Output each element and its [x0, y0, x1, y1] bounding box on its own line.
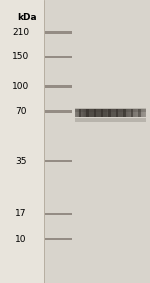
Bar: [79, 109, 81, 117]
Bar: [95, 109, 96, 117]
Bar: [98, 109, 99, 117]
Bar: [136, 109, 137, 117]
Bar: [84, 109, 85, 117]
Text: 210: 210: [12, 28, 30, 37]
Bar: [103, 109, 104, 117]
Bar: [104, 109, 105, 117]
Bar: [111, 109, 112, 117]
Bar: [132, 109, 134, 117]
Bar: [123, 109, 125, 117]
Bar: [140, 109, 141, 117]
Bar: [45, 110, 72, 113]
Bar: [88, 109, 89, 117]
Bar: [45, 213, 72, 215]
Bar: [114, 109, 115, 117]
Bar: [121, 109, 122, 117]
Bar: [116, 109, 118, 117]
Bar: [90, 109, 91, 117]
Text: 10: 10: [15, 235, 27, 244]
Bar: [75, 118, 146, 122]
Bar: [129, 109, 130, 117]
Bar: [0, 0, 44, 283]
Bar: [145, 109, 146, 117]
Text: kDa: kDa: [17, 13, 37, 22]
Bar: [131, 109, 133, 117]
Bar: [81, 109, 82, 117]
Bar: [144, 109, 145, 117]
Bar: [92, 109, 93, 117]
Bar: [94, 109, 96, 117]
Text: 150: 150: [12, 52, 30, 61]
Bar: [133, 109, 134, 117]
Bar: [100, 109, 102, 117]
Bar: [79, 109, 80, 117]
Bar: [78, 109, 79, 117]
Bar: [45, 31, 72, 34]
Bar: [93, 109, 95, 117]
Bar: [80, 109, 81, 117]
Bar: [123, 109, 124, 117]
Bar: [89, 109, 90, 117]
Text: 100: 100: [12, 82, 30, 91]
Bar: [124, 109, 126, 117]
Bar: [122, 109, 123, 117]
Bar: [126, 109, 127, 117]
Bar: [135, 109, 136, 117]
Bar: [85, 109, 86, 117]
Bar: [45, 160, 72, 162]
Bar: [76, 109, 77, 117]
Bar: [134, 109, 135, 117]
Bar: [115, 109, 116, 117]
Text: 17: 17: [15, 209, 27, 218]
Bar: [125, 109, 126, 117]
Bar: [127, 109, 128, 117]
Text: 35: 35: [15, 157, 27, 166]
Bar: [108, 109, 110, 117]
Bar: [108, 109, 109, 117]
Bar: [45, 55, 72, 57]
Bar: [102, 109, 104, 117]
Bar: [97, 109, 98, 117]
Bar: [85, 109, 87, 117]
Bar: [118, 109, 119, 117]
Bar: [109, 109, 111, 117]
Bar: [142, 109, 143, 117]
Bar: [116, 109, 117, 117]
Bar: [119, 109, 120, 117]
Bar: [143, 109, 144, 117]
Bar: [87, 109, 88, 117]
Bar: [101, 109, 103, 117]
Bar: [93, 109, 94, 117]
Bar: [128, 109, 129, 117]
Text: 70: 70: [15, 107, 27, 116]
Bar: [130, 109, 132, 117]
Bar: [139, 109, 141, 117]
Bar: [120, 109, 121, 117]
Bar: [45, 238, 72, 240]
Bar: [106, 109, 107, 117]
Bar: [100, 109, 101, 117]
Bar: [45, 85, 72, 88]
Bar: [83, 109, 84, 117]
Bar: [107, 109, 108, 117]
Bar: [110, 109, 111, 117]
Bar: [105, 109, 106, 117]
Bar: [112, 109, 113, 117]
Bar: [96, 109, 97, 117]
Bar: [86, 109, 88, 117]
Bar: [75, 108, 146, 112]
Bar: [138, 109, 140, 117]
Bar: [113, 109, 114, 117]
Bar: [137, 109, 138, 117]
Bar: [82, 109, 83, 117]
Bar: [138, 109, 139, 117]
Bar: [77, 109, 78, 117]
Bar: [117, 109, 119, 117]
Bar: [130, 109, 131, 117]
Bar: [141, 109, 142, 117]
Bar: [99, 109, 100, 117]
Bar: [91, 109, 92, 117]
Bar: [75, 109, 76, 117]
